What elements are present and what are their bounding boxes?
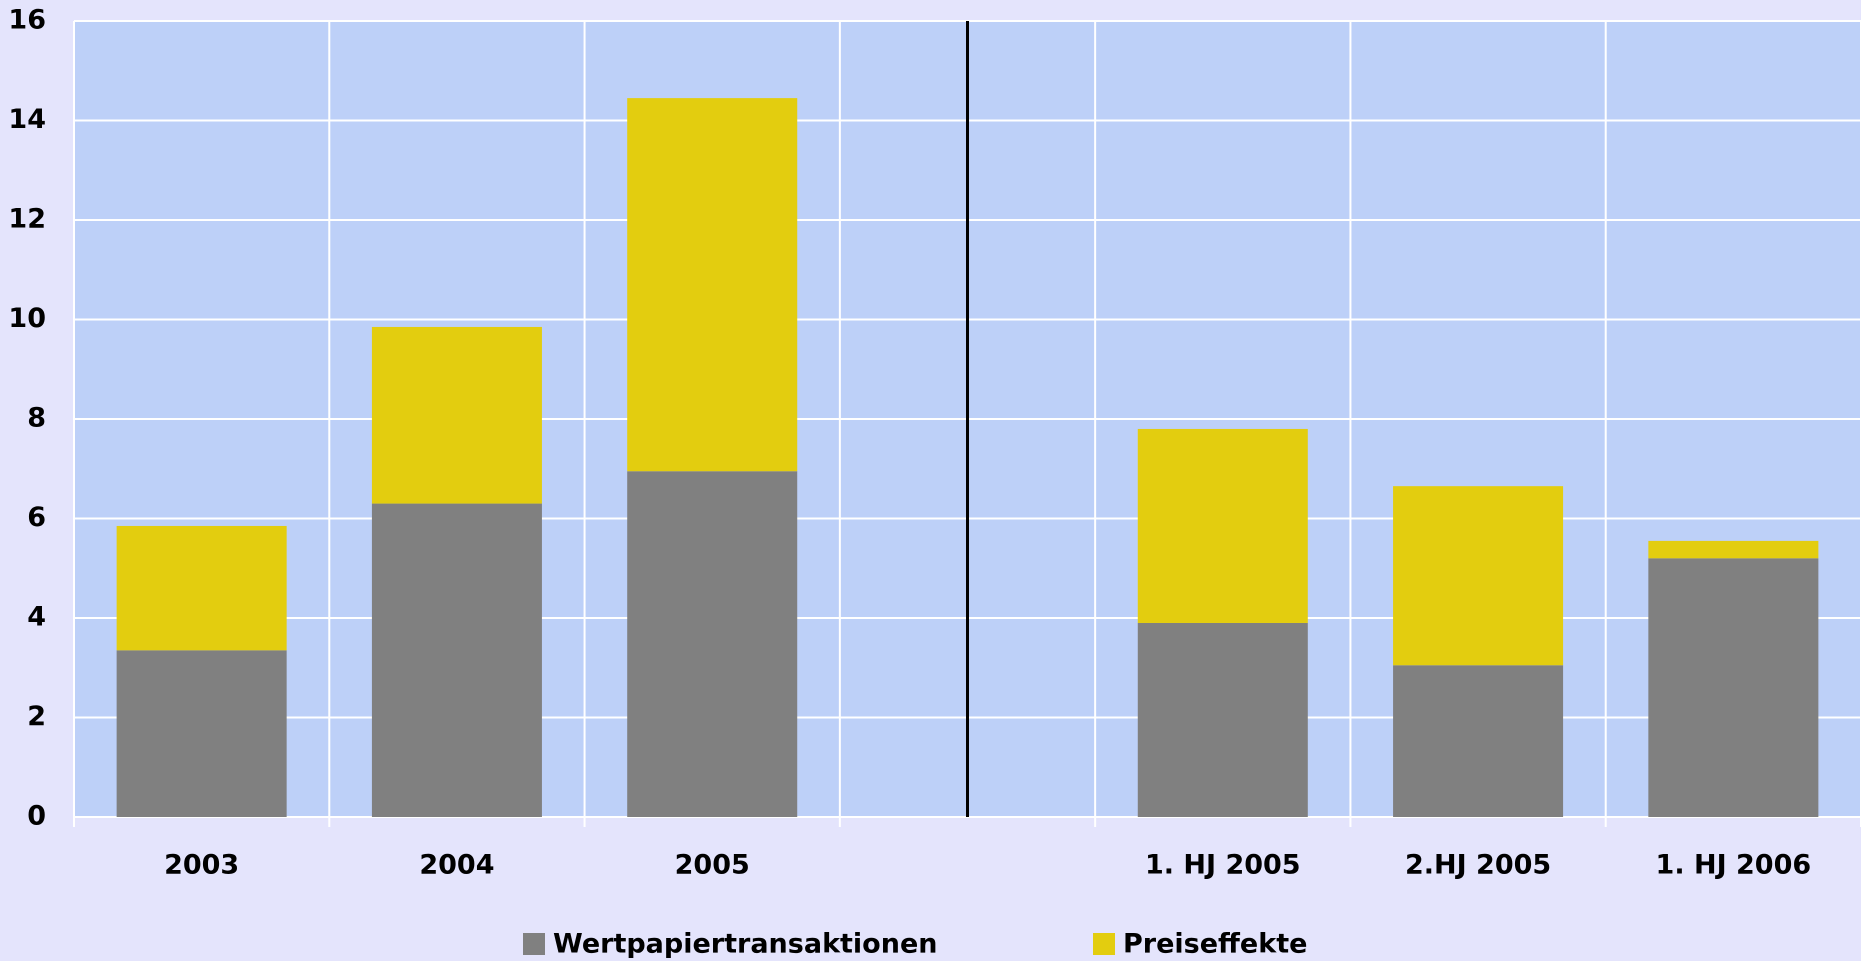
- legend-swatch: [1093, 933, 1115, 955]
- y-tick-label: 4: [27, 602, 46, 633]
- legend-label: Wertpapiertransaktionen: [553, 929, 938, 960]
- y-tick-label: 10: [8, 303, 46, 334]
- bar-segment: [116, 525, 287, 651]
- bar-segment: [1393, 665, 1564, 817]
- bar-segment: [1648, 558, 1819, 817]
- bar-segment: [371, 503, 542, 817]
- legend-swatch: [523, 933, 545, 955]
- x-tick-label: 2004: [419, 850, 494, 881]
- bar-segment: [1648, 540, 1819, 559]
- legend-label: Preiseffekte: [1123, 929, 1307, 960]
- x-tick-label: 2003: [164, 850, 239, 881]
- y-tick-label: 2: [27, 701, 46, 732]
- x-tick-label: 2.HJ 2005: [1405, 850, 1551, 881]
- x-tick-label: 1. HJ 2006: [1656, 850, 1812, 881]
- bar-segment: [1137, 428, 1308, 623]
- y-tick-label: 16: [8, 5, 46, 36]
- y-tick-label: 6: [27, 502, 46, 533]
- x-tick-label: 1. HJ 2005: [1145, 850, 1301, 881]
- bar-segment: [627, 98, 798, 472]
- y-tick-label: 14: [8, 104, 46, 135]
- bar-segment: [371, 326, 542, 504]
- y-tick-label: 8: [27, 403, 46, 434]
- x-tick-label: 2005: [675, 850, 750, 881]
- bar-segment: [627, 471, 798, 817]
- bar-segment: [1393, 486, 1564, 666]
- bar-segment: [116, 650, 287, 817]
- bar-segment: [1137, 622, 1308, 817]
- y-tick-label: 0: [27, 801, 46, 832]
- y-tick-label: 12: [8, 204, 46, 235]
